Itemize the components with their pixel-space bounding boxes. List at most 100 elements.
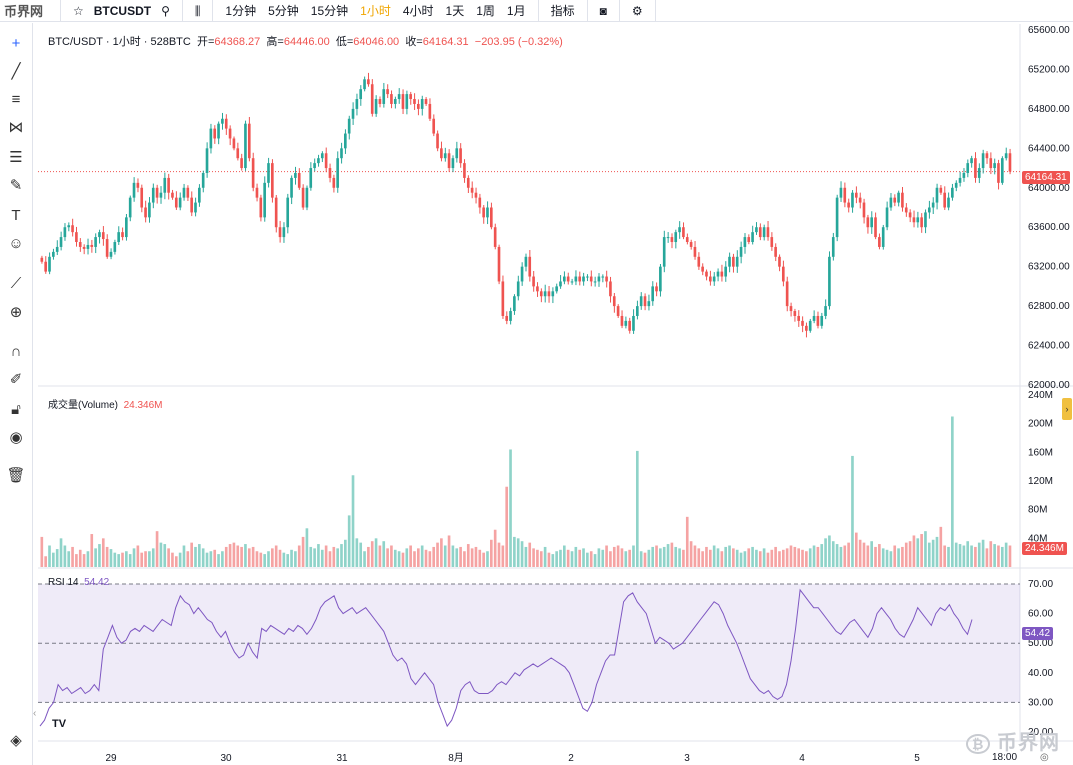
candle-type-icon[interactable]: ⫼	[194, 3, 201, 18]
lock-drawing-icon[interactable]: ✐	[9, 371, 23, 388]
emoji-icon[interactable]: ☺	[8, 234, 24, 252]
candle-body	[136, 182, 140, 188]
volume-bar	[309, 546, 313, 567]
candle-body	[639, 296, 643, 307]
candle	[532, 271, 535, 292]
volume-tick-label: 200M	[1028, 419, 1053, 430]
candle-body	[866, 217, 870, 228]
search-icon[interactable]: ⚲	[161, 3, 170, 18]
volume-bar	[393, 549, 397, 567]
candle-body	[478, 197, 482, 208]
candle	[701, 263, 704, 276]
crosshair-icon[interactable]: +	[11, 34, 21, 52]
indicators-button[interactable]: 指标	[550, 3, 575, 18]
volume-bar	[405, 548, 409, 567]
time-tick-label: 29	[105, 753, 117, 764]
time-settings-icon[interactable]: ◎	[1040, 752, 1049, 763]
interval-4h[interactable]: 4小时	[402, 3, 434, 18]
volume-bar	[363, 551, 366, 567]
candle-body	[194, 202, 197, 213]
trash-icon[interactable]: 🗑︎	[6, 467, 26, 484]
layers-icon[interactable]: ◈	[10, 732, 22, 749]
volume-bar	[271, 548, 274, 567]
candle	[163, 172, 167, 200]
interval-1m[interactable]: 1分钟	[225, 3, 257, 18]
ruler-icon[interactable]: ⟋	[10, 274, 22, 292]
candle-body	[221, 118, 224, 124]
volume-bar	[493, 529, 497, 567]
volume-bar	[505, 486, 509, 567]
candle-body	[543, 291, 547, 297]
candle-body	[174, 197, 178, 208]
candle-body	[163, 177, 167, 193]
scroll-left-icon[interactable]: ‹	[33, 708, 37, 719]
candle	[758, 223, 762, 241]
candle-body	[520, 266, 524, 282]
favorite-star-icon[interactable]: ☆	[73, 3, 84, 18]
rsi-legend-period: 14	[67, 577, 79, 588]
candle	[981, 149, 985, 174]
volume-tick-label: 120M	[1028, 476, 1053, 487]
candle	[478, 193, 482, 214]
candle-body	[247, 123, 251, 159]
candle-body	[367, 79, 370, 85]
candle	[90, 239, 94, 253]
candle-body	[751, 232, 754, 243]
candle	[294, 166, 297, 185]
candle-body	[470, 187, 474, 193]
candle	[586, 274, 589, 282]
volume-bar	[98, 544, 101, 567]
volume-bar	[386, 548, 389, 567]
candle-body	[344, 133, 347, 149]
candle	[44, 256, 47, 274]
candle	[831, 232, 835, 261]
interval-15m[interactable]: 15分钟	[310, 3, 349, 18]
trendline-icon[interactable]: ╱	[11, 63, 21, 80]
collapse-arrow-icon[interactable]: ›	[1062, 398, 1072, 420]
volume-bar	[586, 552, 589, 567]
eye-icon[interactable]: ◉	[9, 429, 23, 446]
volume-bar	[217, 554, 220, 567]
candle	[171, 189, 174, 200]
volume-bar	[635, 450, 639, 567]
lock-icon[interactable]: 🔓︎	[11, 400, 21, 418]
candle	[1004, 147, 1008, 161]
candle	[735, 250, 739, 273]
horizontal-lines-icon[interactable]: ≡	[11, 90, 21, 108]
interval-1w[interactable]: 1周	[476, 3, 495, 18]
volume-bar	[48, 545, 51, 567]
volume-bar	[221, 551, 224, 567]
candle	[271, 159, 274, 203]
volume-bar	[209, 551, 213, 567]
text-tool-icon[interactable]: T	[11, 206, 21, 224]
volume-bar	[831, 541, 835, 567]
camera-icon[interactable]: ◙	[599, 3, 607, 18]
candle-body	[182, 187, 186, 198]
candle-body	[582, 276, 585, 282]
fib-icon[interactable]: ☰	[9, 149, 23, 166]
candle	[582, 272, 585, 286]
volume-bar	[528, 542, 532, 567]
volume-bar	[497, 542, 501, 567]
settings-gear-icon[interactable]: ⚙	[631, 3, 643, 18]
symbol-selector[interactable]: BTCUSDT	[93, 3, 152, 18]
interval-1h[interactable]: 1小时	[360, 3, 391, 18]
interval-1mo[interactable]: 1月	[506, 3, 526, 18]
pattern-icon[interactable]: ⋈	[8, 119, 24, 136]
candle	[505, 311, 509, 325]
brush-icon[interactable]: ✎	[9, 177, 23, 194]
interval-5m[interactable]: 5分钟	[268, 3, 299, 18]
interval-1d[interactable]: 1天	[445, 3, 465, 18]
candle-body	[958, 177, 962, 183]
volume-bar	[678, 548, 681, 567]
volume-bar	[947, 546, 950, 567]
time-tick-label: 8月	[448, 752, 464, 764]
volume-bar	[532, 548, 535, 567]
magnet-icon[interactable]: ∩	[10, 342, 22, 360]
candle	[805, 322, 808, 338]
zoom-in-icon[interactable]: ⊕	[9, 304, 23, 321]
volume-bar	[313, 548, 316, 567]
volume-bar	[881, 548, 885, 567]
volume-bar	[117, 554, 120, 567]
